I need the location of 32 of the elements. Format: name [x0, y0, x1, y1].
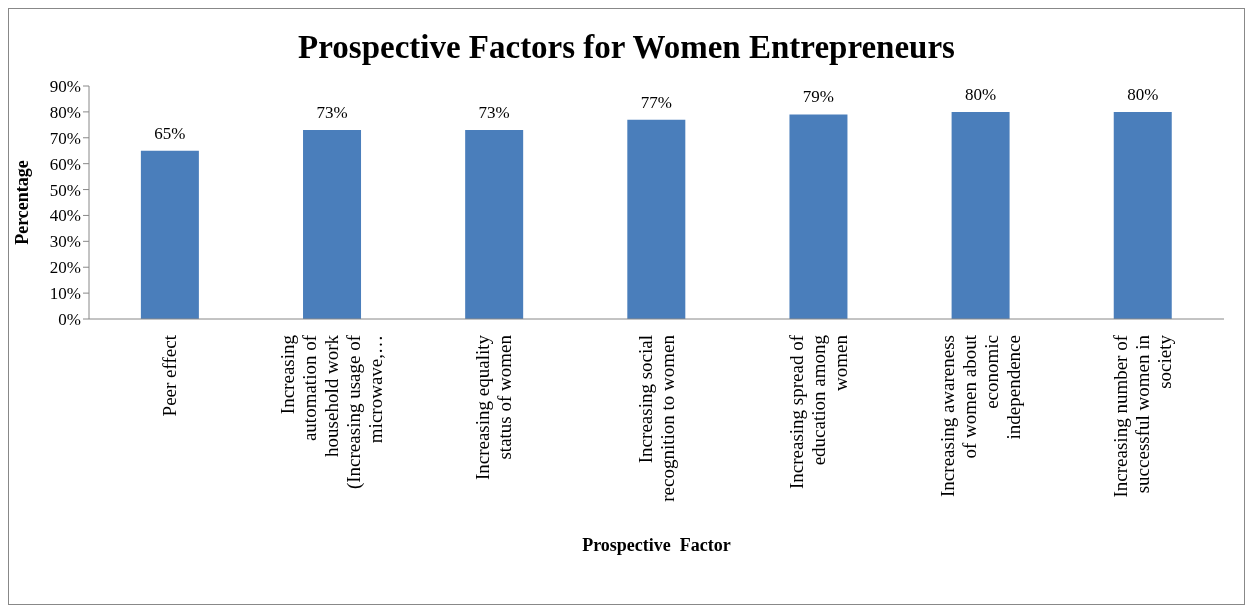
bar — [627, 119, 686, 319]
y-tick-label: 70% — [49, 128, 81, 148]
x-axis-title: Prospective Factor — [582, 535, 731, 555]
y-tick-label: 60% — [49, 154, 81, 174]
x-tick-label: Peer effect — [159, 334, 181, 417]
x-tick-label: Increasing number of successful women in society — [1109, 334, 1175, 498]
data-label: 77% — [640, 92, 672, 112]
bar — [140, 150, 199, 319]
x-tick-label: Increasing spread of education among women — [785, 334, 851, 490]
y-tick-label: 0% — [58, 310, 81, 330]
y-tick-label: 20% — [49, 258, 81, 278]
bar — [465, 130, 524, 319]
y-tick-label: 30% — [49, 232, 81, 252]
bar — [303, 130, 362, 319]
x-tick-label: Increasing automation of household work (Increasing usage of microwave,… — [277, 334, 387, 490]
data-label: 73% — [316, 103, 348, 123]
data-label: 73% — [478, 103, 510, 123]
y-tick-label: 80% — [49, 102, 81, 122]
y-tick-label: 40% — [49, 206, 81, 226]
bar — [1113, 111, 1172, 319]
bar — [951, 111, 1010, 319]
data-label: 79% — [802, 87, 835, 107]
bar — [789, 114, 848, 319]
y-axis-title: Percentage — [12, 160, 33, 245]
y-tick-label: 50% — [49, 180, 81, 200]
data-label: 80% — [965, 84, 997, 104]
y-tick-label: 90% — [49, 77, 81, 97]
data-label: 80% — [1127, 84, 1159, 104]
data-label: 65% — [154, 123, 186, 143]
x-tick-label: Increasing awareness of women about economic independence — [936, 334, 1024, 497]
chart-title: Prospective Factors for Women Entrepreneurs — [297, 28, 956, 67]
y-tick-label: 10% — [49, 284, 81, 304]
